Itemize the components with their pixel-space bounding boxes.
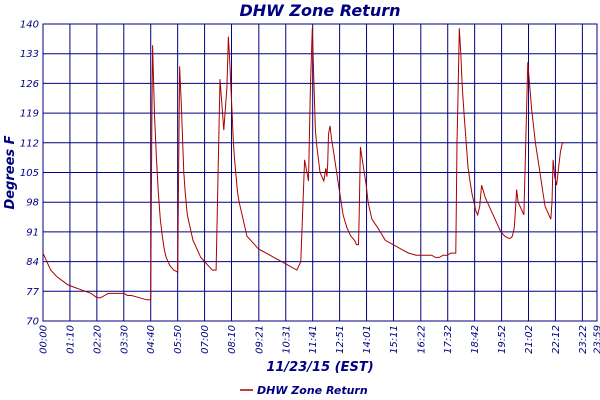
x-tick-label: 04:40 (146, 325, 157, 354)
y-tick-label: 70 (26, 317, 39, 328)
y-tick-label: 112 (20, 138, 39, 149)
legend-label: DHW Zone Return (257, 384, 368, 397)
y-axis-label: Degrees F (3, 135, 18, 209)
x-tick-label: 09:21 (254, 325, 265, 354)
x-tick-label: 12:51 (335, 325, 346, 354)
x-tick-label: 22:12 (551, 325, 562, 354)
y-tick-label: 133 (20, 49, 39, 60)
x-tick-label: 10:31 (281, 325, 292, 354)
x-tick-label: 15:11 (389, 325, 400, 354)
y-tick-label: 119 (20, 109, 39, 120)
x-axis-ticks: 00:00 01:10 02:20 03:30 04:40 05:50 07:00 08:10… (39, 325, 600, 354)
y-tick-label: 126 (20, 79, 39, 90)
x-tick-label: 07:00 (200, 325, 211, 354)
y-tick-label: 105 (20, 168, 39, 179)
chart-title: DHW Zone Return (240, 1, 401, 20)
x-tick-label: 02:20 (92, 325, 103, 354)
y-tick-label: 77 (26, 287, 39, 298)
y-tick-label: 98 (26, 198, 39, 209)
x-tick-label: 23:59 (593, 325, 600, 354)
x-tick-label: 18:42 (470, 325, 481, 354)
y-axis-ticks: 70 77 84 91 98 105 112 119 126 133 140 (20, 20, 40, 328)
x-axis-label: 11/23/15 (EST) (266, 360, 373, 375)
x-tick-label: 03:30 (119, 325, 130, 354)
x-tick-label: 23:22 (578, 325, 589, 354)
legend: DHW Zone Return (240, 384, 368, 397)
x-tick-label: 01:10 (65, 325, 76, 354)
series-line-dhw-zone-return (42, 28, 565, 301)
y-tick-label: 140 (20, 20, 39, 31)
x-tick-label: 19:52 (497, 325, 508, 354)
x-tick-label: 05:50 (173, 325, 184, 354)
x-tick-label: 14:01 (362, 325, 373, 354)
x-tick-label: 11:41 (308, 325, 319, 354)
y-tick-label: 91 (26, 227, 39, 238)
x-tick-label: 21:02 (524, 325, 535, 354)
y-tick-label: 84 (26, 257, 39, 268)
x-tick-label: 17:32 (443, 325, 454, 354)
plot-area (42, 23, 598, 322)
x-tick-label: 16:22 (416, 325, 427, 354)
grid (42, 23, 598, 322)
x-tick-label: 08:10 (227, 325, 238, 354)
x-tick-label: 00:00 (39, 325, 50, 354)
